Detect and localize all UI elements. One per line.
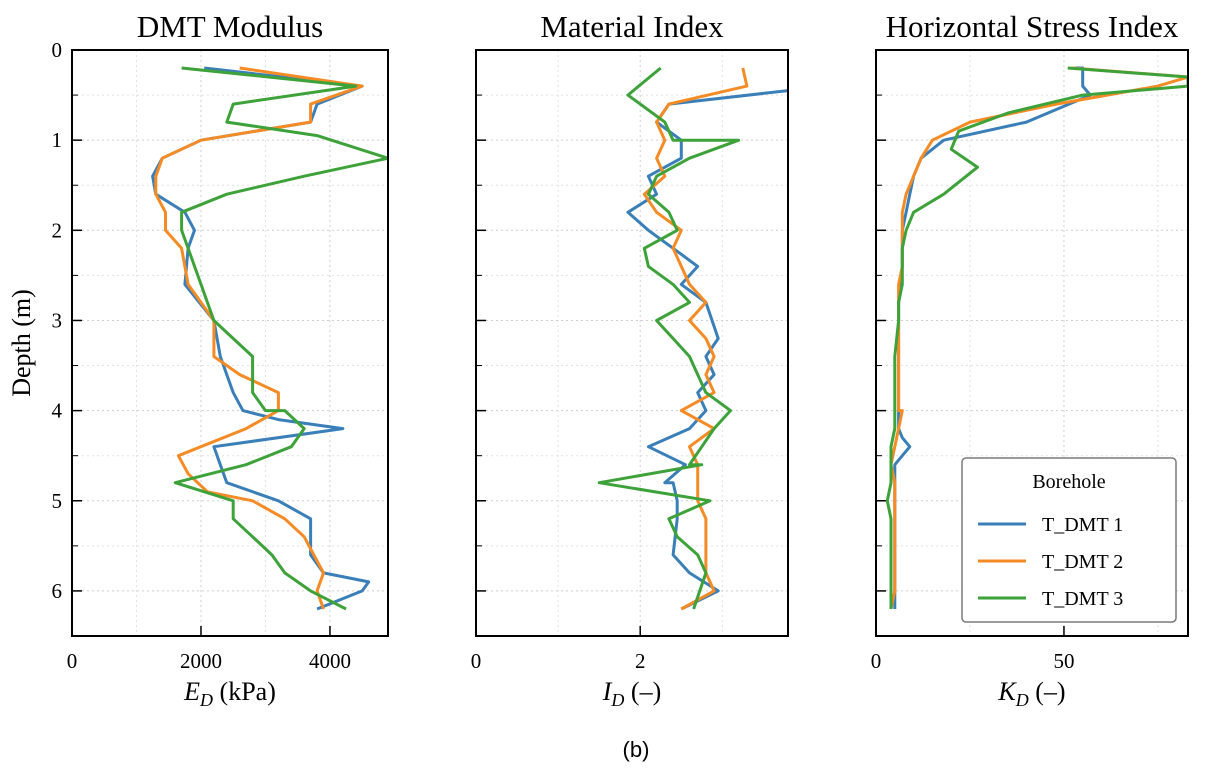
series-line-t-dmt-3: [885, 66, 1188, 609]
x-axis-label-symbol: K: [997, 677, 1017, 706]
series-line-t-dmt-3: [597, 66, 741, 610]
x-tick-label: 4000: [309, 649, 351, 673]
y-tick-label: 5: [52, 489, 63, 513]
x-axis-label-subscript: D: [1015, 690, 1029, 710]
x-tick-label: 50: [1053, 649, 1074, 673]
panel-3: 0 50 Horizontal Stress Index KD (–): [871, 9, 1189, 710]
series-line-t-dmt-2: [154, 66, 364, 610]
x-tick-label: 0: [471, 649, 482, 673]
legend-box: [961, 457, 1177, 623]
x-axis-label-unit: (–): [1029, 677, 1066, 706]
plot-frame: [475, 49, 789, 637]
y-tick-label: 4: [52, 399, 63, 423]
x-axis-label-symbol: I: [602, 677, 613, 706]
x-axis-label-subscript: D: [610, 690, 624, 710]
panel-title: Horizontal Stress Index: [886, 9, 1179, 44]
x-axis-label-unit: (–): [624, 677, 661, 706]
panel-1: 0 1 2 3 4 5 6 0 2000 4000 DMT Modulus ED (kPa) Depth…: [7, 9, 389, 710]
x-axis-label: ED (kPa): [183, 677, 276, 710]
x-axis-label: ID (–): [602, 677, 662, 710]
x-axis-label: KD (–): [997, 677, 1065, 710]
series-line-t-dmt-1: [626, 89, 788, 611]
series-line-t-dmt-3: [173, 66, 388, 611]
x-tick-label: 2000: [180, 649, 222, 673]
series-line-t-dmt-2: [889, 66, 1188, 610]
x-tick-label: 2: [635, 649, 646, 673]
x-axis-label-symbol: E: [183, 677, 200, 706]
y-axis-label: Depth (m): [7, 289, 36, 397]
figure-caption: (b): [623, 737, 650, 762]
y-tick-label: 3: [52, 308, 63, 332]
x-axis-label-unit: (kPa): [213, 677, 276, 706]
x-tick-label: 0: [871, 649, 882, 673]
y-tick-label: 1: [52, 128, 63, 152]
legend-title: Borehole: [1032, 471, 1105, 493]
panel-2: 0 2 Material Index ID (–): [471, 9, 789, 710]
y-tick-label: 0: [52, 38, 63, 62]
legend-entry-2: T_DMT 2: [1042, 551, 1123, 573]
series-line-t-dmt-2: [642, 67, 749, 611]
x-tick-label: 0: [67, 649, 78, 673]
y-tick-label: 2: [52, 218, 63, 242]
legend-entry-1: T_DMT 1: [1042, 514, 1123, 536]
plot-frame: [875, 49, 1189, 637]
y-tick-label: 6: [52, 579, 63, 603]
legend-entry-3: T_DMT 3: [1042, 588, 1123, 610]
legend: Borehole T_DMT 1 T_DMT 2 T_DMT 3: [961, 457, 1177, 623]
plot-frame: [71, 49, 389, 637]
panel-title: DMT Modulus: [137, 9, 323, 44]
x-axis-label-subscript: D: [199, 690, 213, 710]
panel-title: Material Index: [540, 9, 724, 44]
